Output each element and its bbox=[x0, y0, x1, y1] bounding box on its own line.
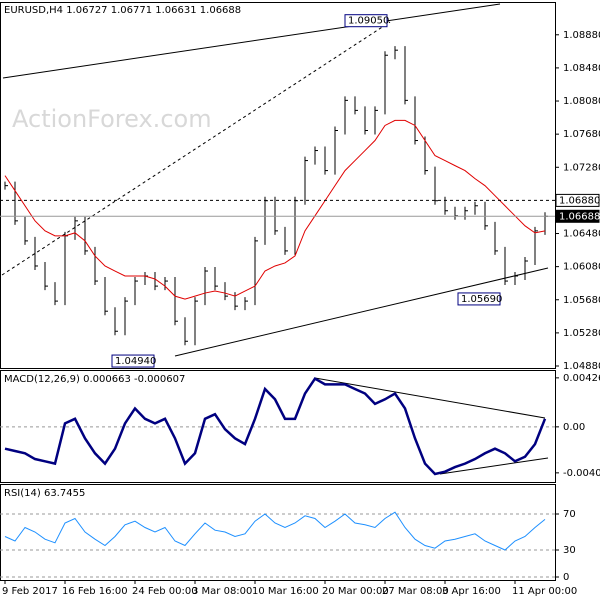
rsi-title: RSI(14) 63.7455 bbox=[4, 488, 85, 499]
annotation-label: 1.05690 bbox=[461, 294, 502, 305]
macd-title: MACD(12,26,9) 0.000663 -0.000607 bbox=[4, 374, 185, 385]
y-tick-label: 1.05680 bbox=[563, 295, 600, 306]
y-tick-label: 1.06080 bbox=[563, 262, 600, 273]
y-tick-label: 0 bbox=[563, 572, 569, 583]
trendline bbox=[314, 377, 546, 419]
annotation-label: 1.09050 bbox=[348, 16, 389, 27]
y-tick-label: 0.00 bbox=[563, 422, 585, 433]
watermark: ActionForex.com bbox=[12, 105, 212, 133]
trendline bbox=[439, 457, 549, 475]
y-tick-label: 1.07680 bbox=[563, 129, 600, 140]
level-box bbox=[555, 193, 600, 207]
x-tick-label: 20 Mar 00:00 bbox=[322, 586, 389, 597]
indicator-line bbox=[4, 511, 546, 551]
main-panel bbox=[0, 2, 556, 369]
trendline bbox=[1, 21, 391, 276]
x-tick-label: 24 Feb 00:00 bbox=[132, 586, 198, 597]
x-tick-label: 9 Feb 2017 bbox=[2, 586, 58, 597]
trendline bbox=[2, 3, 501, 79]
y-tick-label: -0.004004 bbox=[563, 468, 600, 479]
chart-title: EURUSD,H4 1.06727 1.06771 1.06631 1.0668… bbox=[4, 5, 241, 16]
x-tick-label: 16 Feb 16:00 bbox=[62, 586, 128, 597]
y-tick-label: 1.08880 bbox=[563, 30, 600, 41]
annotation-box bbox=[457, 292, 501, 306]
annotation-box bbox=[111, 354, 155, 368]
x-tick-label: 3 Apr 16:00 bbox=[442, 586, 501, 597]
y-tick-label: 1.06480 bbox=[563, 229, 600, 240]
level-box bbox=[555, 209, 600, 223]
y-tick-label: 1.05280 bbox=[563, 328, 600, 339]
y-tick-label: 1.08080 bbox=[563, 96, 600, 107]
indicator-line bbox=[4, 376, 547, 476]
x-tick-label: 3 Mar 08:00 bbox=[192, 586, 252, 597]
y-tick-label: 0.004266 bbox=[563, 373, 600, 384]
level-label: 1.06880 bbox=[559, 195, 600, 206]
x-tick-label: 27 Mar 08:00 bbox=[382, 586, 449, 597]
x-tick-label: 11 Apr 00:00 bbox=[512, 586, 577, 597]
x-tick-label: 10 Mar 16:00 bbox=[252, 586, 319, 597]
trendline bbox=[174, 267, 549, 357]
moving-average bbox=[4, 119, 546, 300]
y-tick-label: 70 bbox=[563, 509, 576, 520]
rsi-panel bbox=[0, 484, 556, 581]
y-tick-label: 1.04880 bbox=[563, 361, 600, 372]
y-tick-label: 1.08480 bbox=[563, 63, 600, 74]
annotation-label: 1.04940 bbox=[115, 356, 156, 367]
level-label: 1.06688 bbox=[559, 211, 600, 222]
y-tick-label: 30 bbox=[563, 545, 576, 556]
y-tick-label: 1.07280 bbox=[563, 162, 600, 173]
annotation-box bbox=[344, 14, 388, 28]
